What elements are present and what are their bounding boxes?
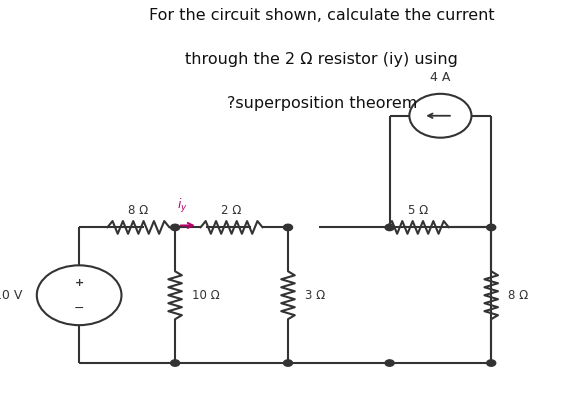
Text: ?superposition theorem: ?superposition theorem (227, 96, 417, 111)
Text: 10 V: 10 V (0, 289, 22, 302)
Text: 3 Ω: 3 Ω (305, 289, 325, 302)
Circle shape (487, 360, 496, 366)
Text: −: − (74, 302, 85, 315)
Text: 8 Ω: 8 Ω (128, 204, 149, 217)
Circle shape (283, 360, 293, 366)
Text: through the 2 Ω resistor (iy) using: through the 2 Ω resistor (iy) using (185, 52, 458, 67)
Circle shape (487, 224, 496, 231)
Circle shape (385, 224, 394, 231)
Circle shape (170, 360, 180, 366)
Text: +: + (74, 278, 84, 288)
Text: For the circuit shown, calculate the current: For the circuit shown, calculate the cur… (149, 8, 495, 23)
Circle shape (385, 360, 394, 366)
Text: 8 Ω: 8 Ω (508, 289, 528, 302)
Circle shape (170, 224, 180, 231)
Text: 5 Ω: 5 Ω (408, 204, 428, 217)
Circle shape (283, 224, 293, 231)
Text: $i_y$: $i_y$ (177, 197, 188, 214)
Text: 2 Ω: 2 Ω (221, 204, 242, 217)
Text: 10 Ω: 10 Ω (192, 289, 220, 302)
Text: 4 A: 4 A (430, 71, 450, 84)
